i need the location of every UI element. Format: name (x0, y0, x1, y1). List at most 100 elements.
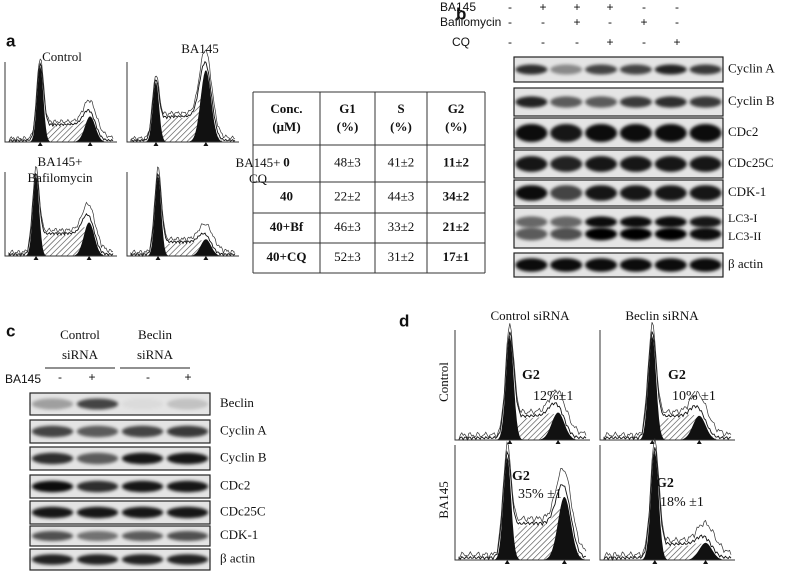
table-cell: 17±1 (443, 249, 470, 264)
blot-label: Cyclin B (728, 93, 775, 108)
treatment-sign: - (675, 0, 679, 14)
phase-value: 10% ±1 (672, 389, 716, 404)
g1-peak (9, 177, 113, 256)
blot-band (31, 425, 74, 438)
blot-band (654, 124, 687, 142)
blot-band (76, 554, 119, 565)
blot-band (166, 531, 209, 541)
panel-label: c (6, 321, 15, 340)
histogram-axes (599, 445, 735, 561)
blot-label: Beclin (220, 395, 254, 410)
histogram-title: CQ (249, 171, 268, 186)
axis-marker (33, 256, 39, 260)
blot-band (31, 554, 74, 565)
blot-band (689, 185, 722, 201)
treatment-name: Bafilomycin (440, 15, 501, 29)
blot-band (515, 64, 548, 75)
blot-label: Cyclin B (220, 449, 267, 464)
axis-marker (504, 560, 510, 564)
histogram-outline (8, 58, 114, 142)
blot-band (31, 398, 74, 410)
blot-label: Cyclin A (220, 422, 267, 437)
axis-marker (561, 560, 567, 564)
blot-band (689, 124, 722, 142)
panel-label: d (399, 311, 409, 330)
axis-marker (696, 440, 702, 444)
blot-band (515, 216, 548, 228)
table-cell: 11±2 (443, 154, 469, 169)
treatment-sign: + (640, 15, 647, 29)
axis-marker (507, 440, 513, 444)
axis-marker (555, 440, 561, 444)
blot-band (619, 227, 652, 241)
blot-band (121, 531, 164, 541)
blot-band (619, 185, 652, 201)
g1-peak (131, 82, 235, 142)
row-label: BA145 (436, 481, 451, 519)
blot-band (585, 156, 618, 172)
blot-band (689, 64, 722, 75)
blot-band (76, 398, 119, 410)
blot-label: CDc25C (220, 503, 266, 518)
table-header: (%) (337, 119, 359, 134)
phase-value: 18% ±1 (660, 495, 704, 510)
blot-frame (513, 149, 724, 179)
treatment-sign: - (508, 0, 512, 14)
treatment-sign: - (675, 15, 679, 29)
g2-peak (604, 415, 731, 440)
blot-label: CDK-1 (220, 527, 258, 542)
blot-band (121, 452, 164, 465)
table-header: Conc. (270, 101, 302, 116)
blot-frame (29, 392, 211, 416)
blot-label: CDc2 (728, 124, 758, 139)
axis-marker (652, 560, 658, 564)
blot-band (654, 64, 687, 75)
table-cell: 33±2 (388, 219, 415, 234)
blot-band (166, 480, 209, 493)
blot-band (121, 554, 164, 565)
blot-frame (29, 419, 211, 444)
treatment-sign: + (606, 0, 613, 14)
treatment-sign: - (541, 35, 545, 49)
group-label: siRNA (62, 347, 99, 362)
blot-band (76, 531, 119, 541)
blot-band (654, 96, 687, 108)
blot-frame (513, 252, 724, 278)
g2-peak (459, 412, 586, 440)
blot-band (619, 258, 652, 272)
blot-frame (29, 548, 211, 571)
group-label: siRNA (137, 347, 174, 362)
blot-band (585, 124, 618, 142)
blot-band (689, 227, 722, 241)
blot-band (515, 156, 548, 172)
blot-band (619, 124, 652, 142)
table-cell: 40+Bf (270, 219, 304, 234)
treatment-sign: + (88, 370, 95, 384)
axis-marker (703, 560, 709, 564)
histogram-title: BA145+ (236, 155, 281, 170)
blot-band (689, 216, 722, 228)
treatment-name: CQ (452, 35, 470, 49)
treatment-sign: - (575, 35, 579, 49)
axis-marker (86, 256, 92, 260)
blot-band (619, 156, 652, 172)
histogram-outline (8, 62, 114, 143)
histogram-axes (126, 172, 239, 257)
g2-peak (459, 496, 586, 560)
blot-band (76, 506, 119, 519)
table-cell: 44±3 (388, 188, 415, 203)
blot-frame (513, 56, 724, 83)
blot-band (515, 124, 548, 142)
blot-band (121, 425, 164, 438)
blot-band (550, 216, 583, 228)
table-header: G2 (448, 101, 465, 116)
blot-band (550, 64, 583, 75)
blot-band (515, 227, 548, 241)
blot-band (689, 96, 722, 108)
histogram-axes (4, 62, 117, 143)
blot-frame (513, 87, 724, 117)
treatment-name: BA145 (5, 372, 41, 386)
blot-label: β actin (728, 256, 764, 271)
s-phase-area (604, 414, 731, 440)
